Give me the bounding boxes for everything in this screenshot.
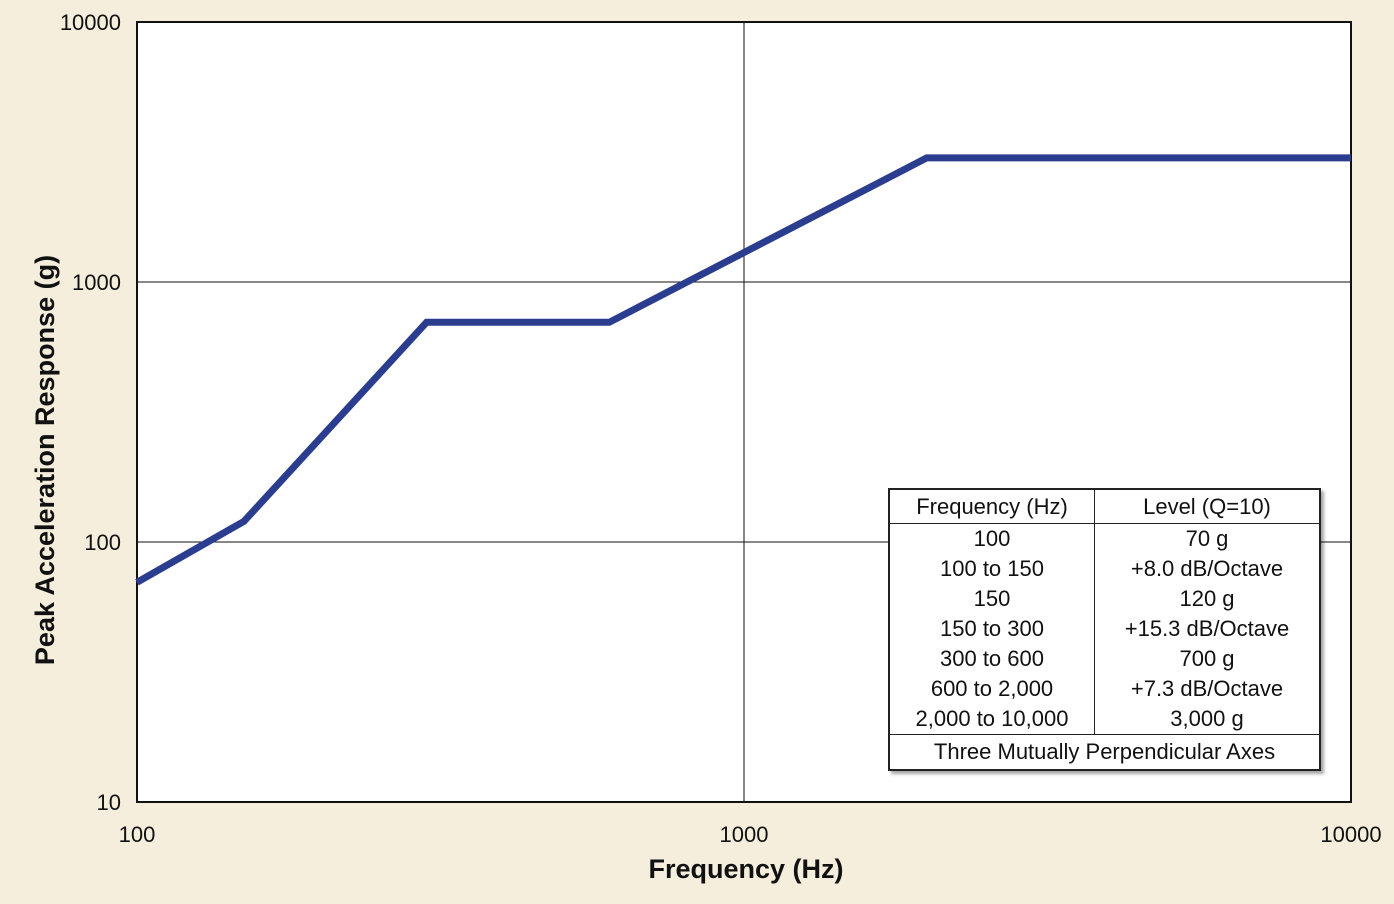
table-cell-frequency: 2,000 to 10,000 [889,704,1095,735]
table-row: 100 to 150 +8.0 dB/Octave [889,554,1320,584]
table-cell-frequency: 150 to 300 [889,614,1095,644]
table-cell-level: 3,000 g [1095,704,1321,735]
spec-table-footer-row: Three Mutually Perpendicular Axes [889,735,1320,771]
table-cell-frequency: 100 [889,524,1095,555]
table-cell-level: +8.0 dB/Octave [1095,554,1321,584]
y-axis-title: Peak Acceleration Response (g) [30,255,60,665]
x-tick-label: 1000 [720,822,769,847]
y-tick-label: 100 [84,530,121,555]
spec-table-footer: Three Mutually Perpendicular Axes [889,735,1320,771]
y-tick-label: 1000 [72,270,121,295]
table-row: 150 120 g [889,584,1320,614]
table-cell-level: +7.3 dB/Octave [1095,674,1321,704]
table-cell-frequency: 600 to 2,000 [889,674,1095,704]
x-axis-title: Frequency (Hz) [648,854,843,884]
x-tick-label: 10000 [1320,822,1381,847]
table-cell-level: 700 g [1095,644,1321,674]
table-row: 600 to 2,000 +7.3 dB/Octave [889,674,1320,704]
y-tick-label: 10000 [60,10,121,35]
table-cell-frequency: 150 [889,584,1095,614]
table-row: 100 70 g [889,524,1320,555]
table-row: 150 to 300 +15.3 dB/Octave [889,614,1320,644]
table-cell-frequency: 300 to 600 [889,644,1095,674]
spec-table-header-level: Level (Q=10) [1095,489,1321,524]
y-tick-label: 10 [97,790,121,815]
table-row: 300 to 600 700 g [889,644,1320,674]
table-cell-level: 70 g [1095,524,1321,555]
table-cell-level: +15.3 dB/Octave [1095,614,1321,644]
spec-table-header-frequency: Frequency (Hz) [889,489,1095,524]
table-row: 2,000 to 10,000 3,000 g [889,704,1320,735]
spec-table: Frequency (Hz) Level (Q=10) 100 70 g 100 t… [888,488,1321,771]
x-tick-label: 100 [119,822,156,847]
table-cell-frequency: 100 to 150 [889,554,1095,584]
spec-table-header-row: Frequency (Hz) Level (Q=10) [889,489,1320,524]
table-cell-level: 120 g [1095,584,1321,614]
